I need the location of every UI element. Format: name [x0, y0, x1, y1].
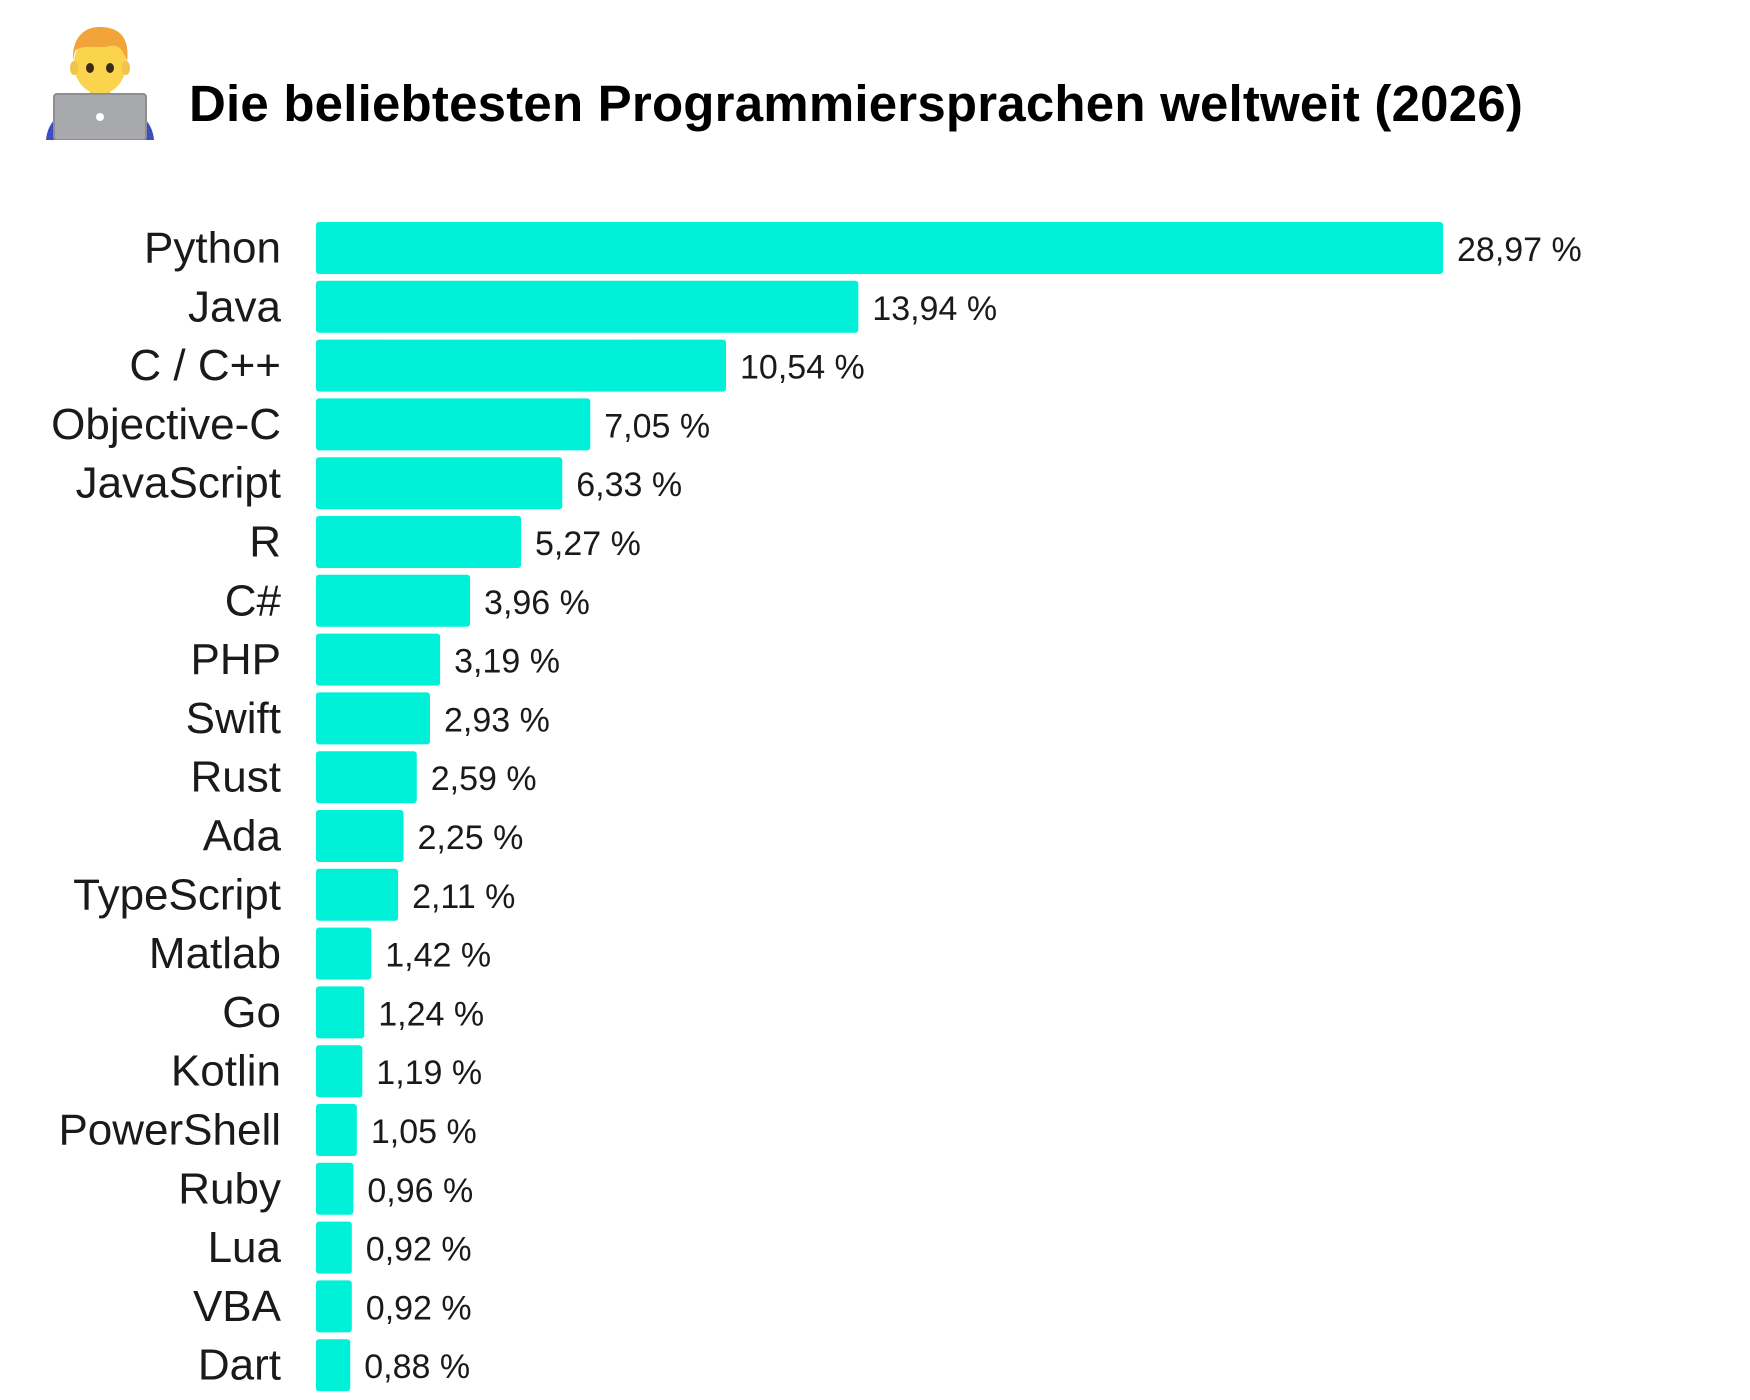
category-label: PowerShell — [58, 1106, 281, 1155]
category-label: Kotlin — [171, 1047, 281, 1096]
category-label: Lua — [208, 1223, 282, 1272]
value-label: 1,05 % — [371, 1113, 477, 1151]
bar-rust — [316, 751, 417, 804]
bar-dart — [316, 1339, 351, 1392]
value-label: 3,96 % — [484, 584, 590, 622]
value-label: 2,25 % — [418, 819, 524, 857]
value-label: 1,19 % — [376, 1054, 482, 1092]
category-label: Dart — [198, 1341, 281, 1390]
bar-kotlin — [316, 1045, 363, 1098]
value-label: 5,27 % — [535, 525, 641, 563]
chart-title: Die beliebtesten Programmiersprachen wel… — [189, 75, 1524, 132]
bar-c — [316, 574, 471, 627]
bar-python — [316, 222, 1443, 274]
category-label: TypeScript — [73, 870, 281, 919]
bar-javascript — [316, 457, 563, 510]
category-label: JavaScript — [76, 459, 281, 508]
chart-header: Die beliebtesten Programmiersprachen wel… — [0, 0, 1750, 160]
bar-vba — [316, 1280, 352, 1333]
category-label: PHP — [191, 635, 281, 684]
value-label: 0,96 % — [367, 1172, 473, 1210]
value-label: 3,19 % — [454, 643, 560, 681]
bar-php — [316, 633, 441, 686]
bar-powershell — [316, 1104, 357, 1156]
category-label: Ada — [203, 812, 282, 861]
bar-java — [316, 280, 859, 333]
value-label: 2,11 % — [412, 878, 515, 916]
bar-matlab — [316, 927, 372, 980]
category-label: Swift — [186, 694, 281, 743]
bar-swift — [316, 692, 430, 745]
value-label: 13,94 % — [872, 290, 997, 328]
category-label: C / C++ — [129, 341, 281, 390]
category-label: Python — [144, 224, 281, 273]
category-label: Matlab — [149, 929, 281, 978]
category-label: Objective-C — [51, 400, 281, 449]
category-label: C# — [225, 576, 282, 625]
bar-ruby — [316, 1162, 354, 1215]
bar-lua — [316, 1221, 352, 1274]
value-label: 28,97 % — [1457, 231, 1582, 269]
value-label: 2,93 % — [444, 701, 550, 739]
value-label: 6,33 % — [576, 466, 682, 504]
value-label: 0,92 % — [366, 1289, 472, 1327]
bar-typescript — [316, 868, 399, 921]
bar-objective-c — [316, 398, 591, 451]
bar-r — [316, 516, 522, 568]
category-label: R — [249, 518, 281, 567]
technologist-laptop-icon — [46, 26, 154, 140]
value-label: 0,88 % — [364, 1348, 470, 1386]
bar-go — [316, 986, 365, 1039]
value-label: 10,54 % — [740, 349, 865, 387]
value-label: 1,42 % — [385, 937, 491, 975]
category-label: Java — [188, 282, 281, 331]
value-label: 1,24 % — [378, 995, 484, 1033]
value-label: 2,59 % — [431, 760, 537, 798]
category-label: Go — [222, 988, 281, 1037]
category-label: Rust — [191, 753, 281, 802]
value-label: 7,05 % — [604, 407, 710, 445]
category-label: VBA — [193, 1282, 282, 1331]
bar-ada — [316, 810, 404, 862]
bar-c-c — [316, 339, 727, 392]
value-label: 0,92 % — [366, 1231, 472, 1269]
category-label: Ruby — [178, 1164, 281, 1213]
